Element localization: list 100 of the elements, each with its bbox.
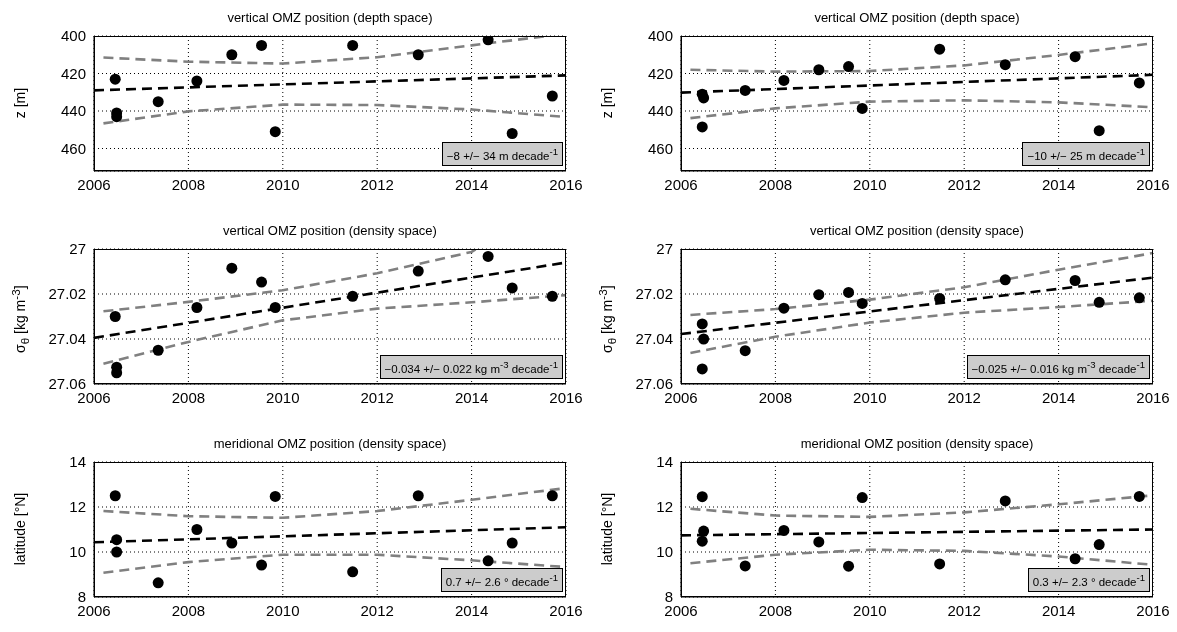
y-tick-label: 14 <box>656 453 673 471</box>
point <box>813 64 825 76</box>
point <box>1093 539 1105 551</box>
point <box>191 75 203 87</box>
point <box>546 90 558 102</box>
point <box>856 102 868 114</box>
x-tick-label: 2014 <box>454 601 489 619</box>
point <box>1093 125 1105 137</box>
point <box>934 43 946 55</box>
x-tick-label: 2016 <box>1136 601 1170 619</box>
x-tick-label: 2012 <box>360 601 394 619</box>
x-tick-label: 2012 <box>360 388 394 406</box>
x-tick-label: 2014 <box>454 388 489 406</box>
chart-title: vertical OMZ position (depth space) <box>226 10 434 25</box>
annotation: 0.7 +/− 2.6 ° decade$^{-1}$ <box>440 568 563 592</box>
y-tick-label: 12 <box>69 498 86 516</box>
point <box>226 537 238 549</box>
y-axis-title: z [m] <box>12 86 28 120</box>
y-tick-label: 400 <box>60 27 86 45</box>
point <box>269 302 281 313</box>
y-tick-label: 400 <box>647 27 673 45</box>
x-tick-label: 2006 <box>77 175 111 193</box>
point <box>482 555 494 567</box>
x-tick-label: 2008 <box>171 175 206 193</box>
x-tick-label: 2016 <box>1136 388 1170 406</box>
point <box>506 537 518 549</box>
y-tick-label: 440 <box>60 102 86 120</box>
x-tick-label: 2016 <box>1136 175 1170 193</box>
annotation: −8 +/− 34 m decade$^{-1}$ <box>441 142 563 166</box>
point <box>696 491 708 503</box>
point <box>109 490 121 502</box>
x-tick-label: 2006 <box>664 175 698 193</box>
point <box>111 546 123 558</box>
annotation: −0.025 +/− 0.016 kg m$^{-3}$ decade$^{-1}$ <box>966 355 1150 379</box>
point <box>1069 553 1081 565</box>
point <box>111 534 123 546</box>
point <box>778 524 790 536</box>
point <box>1133 77 1145 89</box>
point <box>506 128 518 139</box>
point <box>778 74 790 86</box>
point <box>843 286 855 298</box>
point <box>698 333 710 345</box>
x-tick-label: 2012 <box>360 175 394 193</box>
point <box>843 61 855 73</box>
x-tick-label: 2014 <box>1041 388 1076 406</box>
point <box>546 290 558 302</box>
point <box>778 302 790 314</box>
point <box>152 577 164 589</box>
y-tick-label: 14 <box>69 453 86 471</box>
y-tick-label: 27 <box>656 240 673 258</box>
x-tick-label: 2010 <box>853 175 887 193</box>
y-tick-label: 460 <box>60 139 86 157</box>
chart-title: meridional OMZ position (density space) <box>799 436 1035 451</box>
point <box>698 92 710 104</box>
point <box>934 293 946 304</box>
point <box>412 265 424 277</box>
point <box>739 560 751 572</box>
line-series <box>689 251 1153 317</box>
point <box>109 311 121 322</box>
point <box>109 73 121 85</box>
point <box>934 558 946 570</box>
y-tick-label: 10 <box>69 543 86 561</box>
y-tick-label: 440 <box>647 102 673 120</box>
line-series <box>689 299 1153 355</box>
point <box>696 363 708 375</box>
point <box>856 492 868 504</box>
point <box>256 559 268 571</box>
y-tick-label: 27 <box>69 240 86 258</box>
x-tick-label: 2014 <box>1041 175 1076 193</box>
point <box>412 490 424 502</box>
x-tick-label: 2016 <box>549 175 583 193</box>
x-tick-label: 2012 <box>947 175 981 193</box>
point <box>739 84 751 96</box>
x-tick-label: 2014 <box>454 175 489 193</box>
y-axis-title: latitude [°N] <box>599 491 615 567</box>
point <box>546 490 558 502</box>
point <box>739 345 751 357</box>
x-tick-label: 2012 <box>947 388 981 406</box>
chart-title: vertical OMZ position (depth space) <box>813 10 1021 25</box>
x-tick-label: 2010 <box>266 175 300 193</box>
point <box>269 126 281 138</box>
point <box>256 39 268 51</box>
point <box>482 36 494 46</box>
point <box>1133 292 1145 304</box>
x-tick-label: 2008 <box>758 388 793 406</box>
y-tick-label: 420 <box>647 64 673 82</box>
point <box>347 566 359 578</box>
y-tick-label: 460 <box>647 139 673 157</box>
point <box>226 49 238 61</box>
x-tick-label: 2010 <box>853 601 887 619</box>
x-tick-label: 2008 <box>758 601 793 619</box>
point <box>482 250 494 262</box>
x-tick-label: 2008 <box>758 175 793 193</box>
point <box>1069 51 1081 63</box>
point <box>999 495 1011 507</box>
point <box>269 490 281 502</box>
point <box>856 297 868 309</box>
y-tick-label: 12 <box>656 498 673 516</box>
chart-title: vertical OMZ position (density space) <box>222 223 438 238</box>
x-tick-label: 2010 <box>266 388 300 406</box>
